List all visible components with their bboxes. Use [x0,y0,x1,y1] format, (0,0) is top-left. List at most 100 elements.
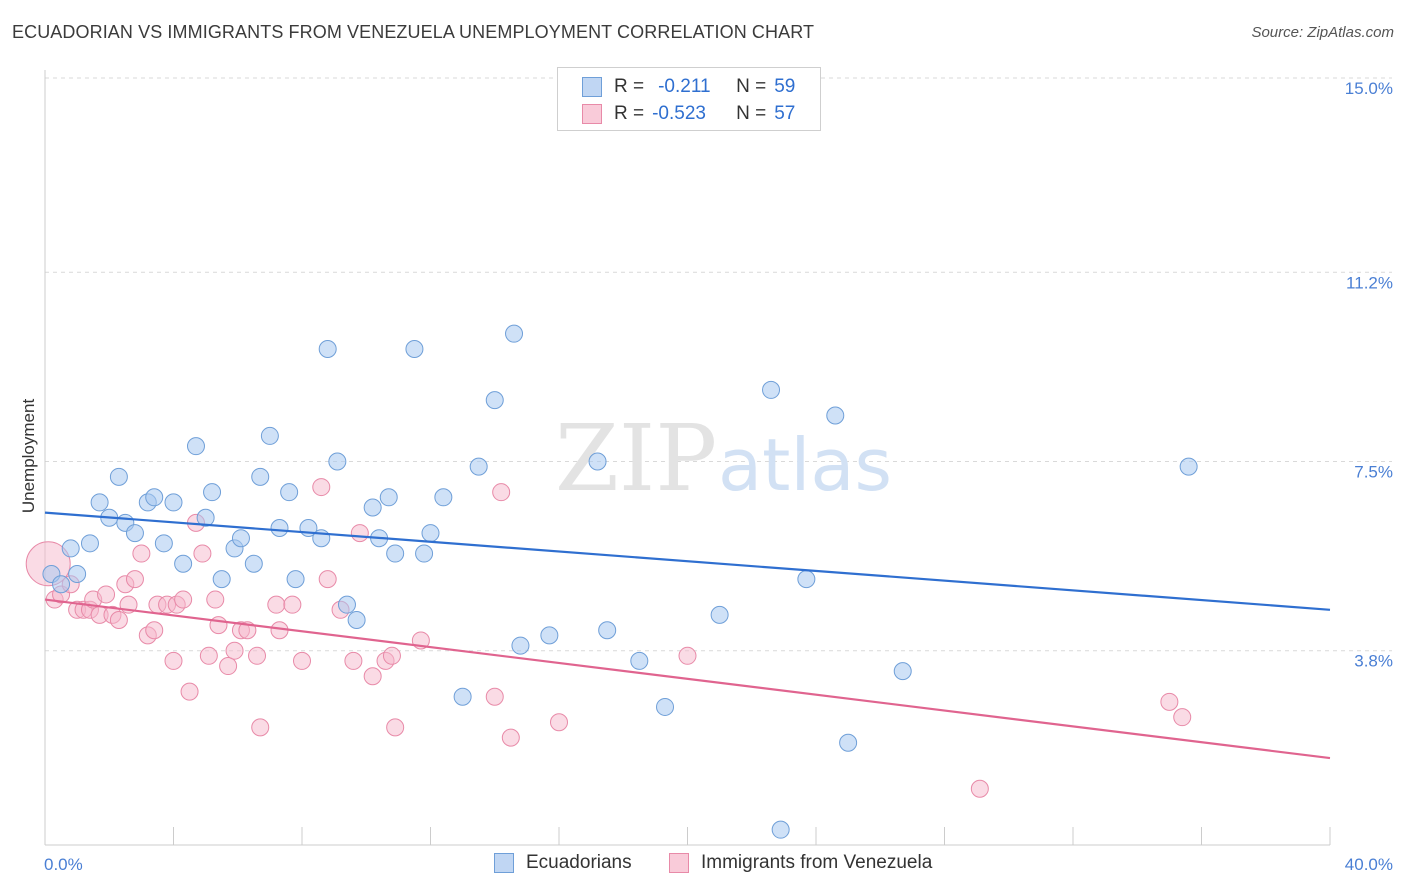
legend-r-value: -0.523 [652,103,706,124]
ecuadorian-point [415,544,434,563]
venezuela-point [132,544,151,563]
venezuela-point [145,621,164,640]
ecuadorian-point [505,324,524,343]
bottom-legend-label: Ecuadorians [526,852,632,873]
venezuela-point [125,570,144,589]
ecuadorian-point [80,534,99,553]
ecuadorian-point [286,570,305,589]
ecuadorian-point [196,508,215,527]
ecuadorian-point [174,554,193,573]
chart-title: ECUADORIAN VS IMMIGRANTS FROM VENEZUELA … [12,22,815,42]
venezuela-point [363,667,382,686]
y-tick-label: 15.0% [1345,79,1393,98]
venezuela-point [678,646,697,665]
legend-r-label: R = [614,103,645,124]
ecuadorian-point [826,406,845,425]
ecuadorian-point [203,483,222,502]
ecuadorian-point [598,621,617,640]
legend-row-venezuela: R = -0.523 N = 57 [558,101,795,127]
tick-labels: 3.8% 7.5% 11.2% 15.0% 0.0% 40.0% [44,79,1393,874]
ecuadorian-point [337,595,356,614]
ecuadorian-point [244,554,263,573]
ecuadorian-point [347,611,366,630]
venezuela-point [485,687,504,706]
ecuadorian-point [270,518,289,537]
venezuela-point [283,595,302,614]
venezuela-point [251,718,270,737]
venezuela-point [350,524,369,543]
grid-layer [45,77,1392,652]
venezuela-point [382,646,401,665]
ecuadorian-point [52,575,71,594]
axes-layer [44,70,1331,846]
watermark-atlas: atlas [718,423,892,507]
legend-swatch-pink [582,104,602,124]
bottom-legend-label: Immigrants from Venezuela [701,852,933,873]
venezuela-point [193,544,212,563]
venezuela-point [386,718,405,737]
venezuela-trend-line [44,598,1331,760]
stats-legend: R = -0.211 N = 59 R = -0.523 N = 57 [557,67,821,131]
legend-swatch-blue [582,77,602,97]
series-ecuadorians-points [42,324,1198,839]
ecuadorian-point [231,529,250,548]
watermark-zip: ZIP [555,405,717,512]
ecuadorian-point [68,564,87,583]
legend-n-value: 57 [774,103,796,124]
ecuadorian-point [90,493,109,512]
ecuadorian-point [260,426,279,445]
venezuela-point [1160,692,1179,711]
legend-n-label: N = [736,76,767,97]
ecuadorian-point [379,488,398,507]
ecuadorian-point [280,483,299,502]
ecuadorian-point [771,820,790,839]
venezuela-point [312,478,331,497]
ecuadorian-point [511,636,530,655]
ecuadorian-point [1179,457,1198,476]
ecuadorian-point [453,687,472,706]
source-label: Source: ZipAtlas.com [1251,24,1394,41]
legend-n-label: N = [736,103,767,124]
venezuela-point [550,713,568,732]
ecuadorians-trend-line [44,511,1331,611]
ecuadorian-point [405,340,424,359]
venezuela-point [109,611,128,630]
ecuadorian-point [251,467,270,486]
ecuadorian-point [839,733,858,752]
y-tick-label: 11.2% [1346,273,1393,292]
ecuadorian-point [328,452,347,471]
x-tick-label: 40.0% [1345,855,1393,874]
venezuela-point [199,646,218,665]
legend-r-value: -0.211 [658,76,711,97]
bottom-legend-ecuadorians: Ecuadorians [494,852,632,874]
venezuela-point [248,646,267,665]
venezuela-point [344,651,363,670]
ecuadorian-point [145,488,164,507]
ecuadorian-point [893,662,912,681]
ecuadorian-point [125,524,144,543]
bottom-legend-swatch-blue [494,853,514,873]
ecuadorian-point [797,570,816,589]
ecuadorian-point [469,457,488,476]
y-tick-label: 7.5% [1354,463,1393,482]
ecuadorian-point [656,697,675,716]
trend-lines [44,511,1331,760]
venezuela-point [206,590,225,609]
ecuadorian-point [386,544,405,563]
ecuadorian-point [485,391,504,410]
venezuela-point [164,651,183,670]
legend-row-ecuadorians: R = -0.211 N = 59 [558,74,795,100]
ecuadorian-point [762,380,781,399]
ecuadorian-point [318,340,337,359]
bottom-legend: Ecuadorians Immigrants from Venezuela [0,852,1406,878]
ecuadorian-point [434,488,453,507]
venezuela-point [492,483,511,502]
x-tick-label: 0.0% [44,855,83,874]
ecuadorian-point [588,452,607,471]
venezuela-point [1173,708,1192,727]
ecuadorian-point [540,626,559,645]
venezuela-point [219,657,238,676]
venezuela-point [293,651,311,670]
ecuadorian-point [363,498,382,517]
ecuadorian-point [710,605,729,624]
